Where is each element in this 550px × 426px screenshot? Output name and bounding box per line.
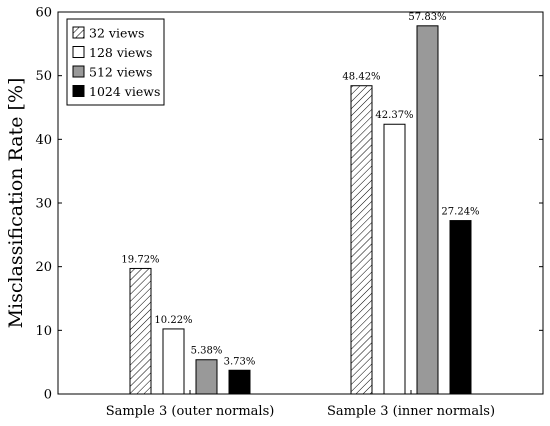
y-tick-label: 30 [35, 197, 52, 212]
data-label: 5.38% [191, 346, 223, 357]
category-labels: Sample 3 (outer normals) Sample 3 (inner … [106, 390, 495, 419]
data-labels: 19.72% 10.22% 5.38%3.73% 48.42% 42.37% 57.83%… [121, 12, 479, 367]
bar [162, 328, 185, 395]
category-label: Sample 3 (inner normals) [327, 404, 495, 419]
category-label: Sample 3 (outer normals) [106, 404, 275, 419]
y-axis-label: Misclassification Rate [%] [5, 78, 27, 329]
bar [350, 85, 373, 395]
y-tick-label: 50 [35, 69, 52, 84]
bars [129, 25, 472, 395]
data-label: 27.24% [441, 207, 479, 218]
legend-swatch [72, 85, 85, 97]
y-tick-label: 0 [44, 388, 52, 403]
data-label: 42.37% [375, 110, 413, 121]
bar [449, 220, 472, 395]
plot-frame [57, 11, 544, 395]
data-label: 57.83% [408, 12, 446, 23]
legend-swatch [72, 26, 85, 39]
y-axis-ticks: 0 10 20 30 40 50 60 [35, 6, 543, 403]
data-label: 19.72% [121, 254, 159, 265]
legend-label: 1024 views [89, 84, 160, 99]
bar [416, 25, 439, 395]
legend-label: 32 views [89, 26, 144, 41]
bar [195, 359, 218, 395]
legend-label: 128 views [89, 45, 152, 60]
data-label: 3.73% [224, 356, 256, 367]
data-label: 10.22% [154, 315, 192, 326]
y-tick-label: 10 [35, 324, 52, 339]
data-label: 48.42% [342, 72, 380, 83]
legend-swatch [72, 65, 85, 78]
bar [129, 267, 152, 395]
bar [228, 369, 251, 395]
y-tick-label: 20 [35, 260, 52, 275]
legend: 32 views 128 views 512 views 1024 views [66, 18, 165, 106]
y-tick-label: 60 [35, 6, 52, 21]
legend-label: 512 views [89, 65, 152, 80]
bar [383, 123, 406, 395]
y-tick-label: 40 [35, 133, 52, 148]
legend-swatch [72, 46, 85, 58]
